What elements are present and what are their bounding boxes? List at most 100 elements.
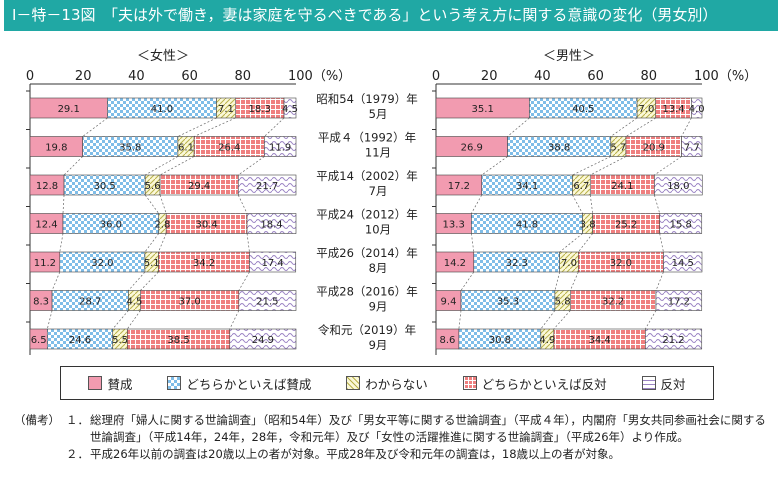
data-label: 8.6 <box>439 335 455 346</box>
data-label: 29.4 <box>188 181 210 192</box>
data-label: 32.2 <box>602 297 624 308</box>
connector-line <box>681 117 692 137</box>
bar-segment-wave <box>659 213 703 234</box>
row-label-month: 8月 <box>369 261 388 275</box>
connector-line <box>82 117 108 137</box>
connector-line <box>59 233 64 253</box>
legend-label: どちらかといえば賛成 <box>186 376 312 392</box>
x-tick-label: 40 <box>534 69 551 84</box>
legend-label: 賛成 <box>107 376 133 392</box>
x-tick-label: 60 <box>587 69 604 84</box>
legend-item: どちらかといえば賛成 <box>167 374 311 393</box>
row-label-year: 平成24（2012）年 <box>316 208 417 222</box>
connector-line <box>193 117 236 137</box>
note-row-2: ２． 平成26年以前の調査は20歳以上の者が対象。平成28年及び令和元年の調査は… <box>14 446 774 463</box>
notes: （備考） １． 総理府「婦人に関する世論調査」（昭和54年）及び「男女平等に関す… <box>14 412 774 463</box>
data-label: 2.8 <box>155 220 171 231</box>
connector-line <box>264 117 285 137</box>
panel-title: ＜女性＞ <box>137 48 189 64</box>
row-label-year: 平成14（2002）年 <box>316 169 417 183</box>
connector-line <box>645 310 657 330</box>
connector-line <box>554 271 561 291</box>
data-label: 4.0 <box>689 104 705 115</box>
data-label: 13.3 <box>443 220 465 231</box>
data-label: 18.4 <box>260 220 282 231</box>
connector-line <box>572 156 611 176</box>
row-label-month: 9月 <box>369 300 388 314</box>
data-label: 7.1 <box>218 104 234 115</box>
connector-line <box>655 271 664 291</box>
connector-line <box>145 156 179 176</box>
data-label: 5.8 <box>555 297 571 308</box>
row-label-month: 10月 <box>365 223 391 237</box>
note-text: 平成26年以前の調査は20歳以上の者が対象。平成28年及び令和元年の調査は，18… <box>90 447 621 461</box>
data-label: 7.0 <box>638 104 654 115</box>
data-label: 14.5 <box>672 258 694 269</box>
data-label: 20.9 <box>643 143 665 154</box>
notes-head: （備考） <box>14 413 60 427</box>
data-label: 7.7 <box>684 143 700 154</box>
connector-line <box>590 156 627 176</box>
data-label: 41.8 <box>516 220 538 231</box>
data-label: 38.5 <box>167 335 189 346</box>
x-tick-label: 80 <box>235 69 252 84</box>
connector-line <box>460 271 475 291</box>
data-label: 12.8 <box>36 181 58 192</box>
connector-line <box>51 271 61 291</box>
x-tick-label: 20 <box>481 69 498 84</box>
data-label: 34.4 <box>588 335 610 346</box>
connector-line <box>238 271 250 291</box>
data-label: 38.8 <box>548 143 570 154</box>
data-label: 35.1 <box>472 104 494 115</box>
data-label: 18.0 <box>667 181 689 192</box>
x-tick-label: 0 <box>26 69 34 84</box>
data-label: 17.2 <box>448 181 470 192</box>
legend-item: どちらかといえば反対 <box>462 374 607 393</box>
data-label: 30.4 <box>195 220 217 231</box>
data-label: 26.4 <box>218 143 240 154</box>
x-tick-label: 100（%） <box>288 69 351 84</box>
row-label-month: 7月 <box>369 184 388 198</box>
bar-segment-wave <box>264 136 297 157</box>
data-label: 24.1 <box>611 181 633 192</box>
bar-segment-wave <box>681 136 703 157</box>
data-label: 28.7 <box>79 297 101 308</box>
connector-line <box>158 233 167 253</box>
data-label: 4.9 <box>539 335 555 346</box>
data-label: 35.3 <box>497 297 519 308</box>
data-label: 19.8 <box>45 143 67 154</box>
legend-swatch <box>88 376 103 390</box>
data-label: 36.0 <box>100 220 122 231</box>
data-label: 26.9 <box>461 143 483 154</box>
connector-line <box>471 194 483 214</box>
data-label: 32.3 <box>506 258 528 269</box>
bar-segment-wave <box>283 97 297 119</box>
data-label: 21.7 <box>256 181 278 192</box>
connector-line <box>144 194 160 214</box>
data-label: 12.4 <box>35 220 57 231</box>
connector-line <box>159 156 195 176</box>
data-label: 32.0 <box>610 258 632 269</box>
bar-segment-wave <box>229 328 297 350</box>
connector-line <box>238 156 265 176</box>
row-label-month: 9月 <box>369 338 388 352</box>
connector-line <box>610 117 638 137</box>
connector-line <box>481 156 508 176</box>
row-label-month: 5月 <box>369 107 388 121</box>
bar-segment-wave <box>645 328 703 350</box>
data-label: 24.9 <box>252 335 274 346</box>
x-tick-label: 0 <box>432 69 440 84</box>
connector-line <box>559 233 583 253</box>
data-label: 37.0 <box>178 297 200 308</box>
data-label: 5.7 <box>610 143 626 154</box>
connector-line <box>471 233 475 253</box>
connector-line <box>112 310 129 330</box>
bar-segment-wave <box>237 174 297 196</box>
data-label: 40.5 <box>572 104 594 115</box>
data-label: 24.6 <box>69 335 91 346</box>
data-label: 6.1 <box>178 143 194 154</box>
x-tick-label: 60 <box>181 69 198 84</box>
stacked-bar-chart: ＜女性＞ 0 20 40 60 80 100（%） 29.1 41.0 7.1 18.3 4.5 19.… <box>26 48 757 355</box>
figure-title: Ⅰ－特－13図 「夫は外で働き，妻は家庭を守るべきである」という考え方に関する意… <box>4 0 778 31</box>
data-label: 5.6 <box>145 181 161 192</box>
